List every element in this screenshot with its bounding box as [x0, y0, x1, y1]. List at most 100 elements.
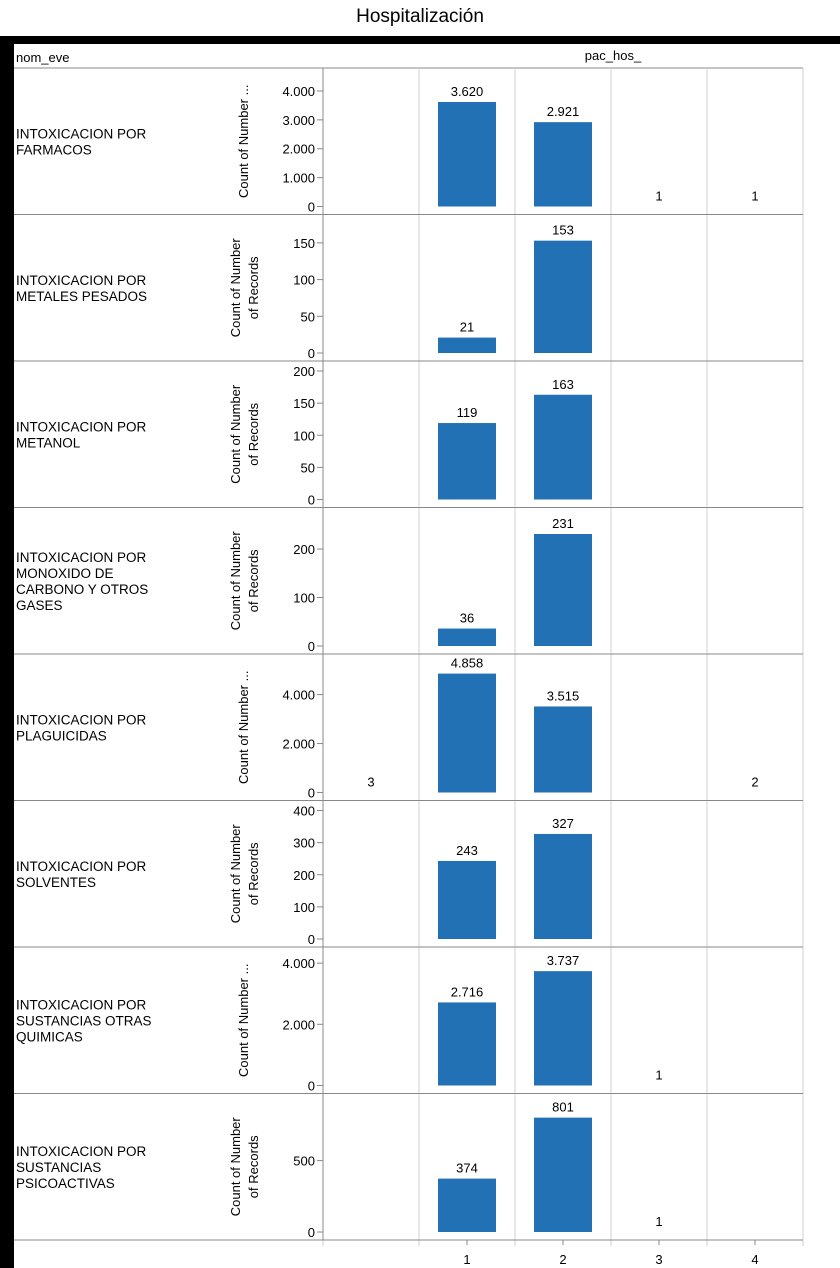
y-tick-label: 0 — [308, 1225, 315, 1240]
bar — [534, 240, 592, 353]
bar-value-label: 4.858 — [451, 656, 484, 671]
row-label-line: INTOXICACION POR — [16, 273, 147, 288]
y-tick-label: 2.000 — [282, 1017, 315, 1032]
row-label-line: INTOXICACION POR — [16, 859, 147, 874]
y-tick-label: 200 — [293, 542, 315, 557]
bar-value-label: 36 — [460, 611, 474, 626]
y-tick-label: 100 — [293, 900, 315, 915]
bar-value-label: 231 — [552, 516, 574, 531]
bar-value-label: 374 — [456, 1161, 478, 1176]
y-tick-label: 0 — [308, 786, 315, 801]
row-label-line: SUSTANCIAS OTRAS — [16, 1013, 152, 1028]
column-header-label: pac_hos_ — [585, 48, 642, 63]
y-tick-label: 0 — [308, 1079, 315, 1094]
y-tick-label: 0 — [308, 932, 315, 947]
y-tick-label: 100 — [293, 273, 315, 288]
row-label-line: MONOXIDO DE — [16, 566, 114, 581]
row-label-line: INTOXICACION POR — [16, 997, 147, 1012]
y-axis-label: Count of Number ... — [236, 671, 251, 784]
bar — [534, 706, 592, 793]
y-axis-label: of Records — [246, 1135, 261, 1198]
y-tick-label: 0 — [308, 639, 315, 654]
y-axis-label: Count of Number ... — [236, 85, 251, 198]
offscale-value-label: 3 — [367, 775, 374, 790]
y-tick-label: 4.000 — [282, 956, 315, 971]
y-tick-label: 2.000 — [282, 737, 315, 752]
bar — [438, 1002, 496, 1086]
x-tick-label: 1 — [463, 1252, 470, 1267]
bar — [438, 423, 496, 500]
y-tick-label: 4.000 — [282, 84, 315, 99]
frame-top-border — [6, 36, 840, 44]
bar-value-label: 2 — [751, 774, 758, 789]
y-axis-label: Count of Number ... — [236, 964, 251, 1077]
y-tick-label: 100 — [293, 428, 315, 443]
x-tick-label: 4 — [751, 1252, 758, 1267]
bar-value-label: 3.737 — [547, 953, 580, 968]
y-tick-label: 400 — [293, 804, 315, 819]
bar-value-label: 21 — [460, 320, 474, 335]
y-tick-label: 150 — [293, 396, 315, 411]
row-label-line: SOLVENTES — [16, 875, 96, 890]
bar — [438, 101, 496, 207]
y-tick-label: 0 — [308, 346, 315, 361]
y-tick-label: 100 — [293, 591, 315, 606]
y-axis-label: of Records — [246, 402, 261, 465]
bar-value-label: 243 — [456, 843, 478, 858]
y-tick-label: 3.000 — [282, 113, 315, 128]
x-tick-label: 3 — [655, 1252, 662, 1267]
row-label-line: INTOXICACION POR — [16, 126, 147, 141]
y-tick-label: 300 — [293, 836, 315, 851]
y-axis-label: Count of Number — [228, 238, 243, 338]
bar-value-label: 2.716 — [451, 984, 484, 999]
y-axis-label: Count of Number — [228, 384, 243, 484]
bar — [438, 628, 496, 646]
bar-value-label: 3.515 — [547, 688, 580, 703]
y-tick-label: 0 — [308, 200, 315, 215]
row-label-line: QUIMICAS — [16, 1029, 83, 1044]
bar-value-label: 801 — [552, 1100, 574, 1115]
row-label-line: FARMACOS — [16, 142, 92, 157]
y-axis-label: of Records — [246, 549, 261, 612]
frame-left-border — [0, 36, 14, 1268]
bar — [534, 971, 592, 1086]
row-label-line: METALES PESADOS — [16, 289, 147, 304]
bar — [438, 860, 496, 939]
y-axis-label: Count of Number — [228, 1117, 243, 1217]
bar-value-label: 1 — [655, 188, 662, 203]
bar-value-label: 1 — [751, 188, 758, 203]
y-tick-label: 200 — [293, 364, 315, 379]
bar — [534, 533, 592, 646]
y-tick-label: 150 — [293, 236, 315, 251]
bar-value-label: 153 — [552, 223, 574, 238]
row-label-line: METANOL — [16, 435, 81, 450]
row-label-line: GASES — [16, 598, 63, 613]
y-tick-label: 4.000 — [282, 688, 315, 703]
y-axis-label: of Records — [246, 256, 261, 319]
y-tick-label: 0 — [308, 493, 315, 508]
bar — [534, 122, 592, 207]
chart-title: Hospitalización — [356, 6, 484, 27]
bar — [534, 394, 592, 500]
y-tick-label: 50 — [301, 309, 315, 324]
bar — [438, 1178, 496, 1232]
row-label-line: INTOXICACION POR — [16, 1144, 147, 1159]
bar-value-label: 2.921 — [547, 104, 580, 119]
row-label-line: PSICOACTIVAS — [16, 1176, 115, 1191]
y-axis-label: of Records — [246, 842, 261, 905]
row-header-label: nom_eve — [16, 50, 69, 65]
row-label-line: INTOXICACION POR — [16, 419, 147, 434]
bar-value-label: 3.620 — [451, 84, 484, 99]
bar — [534, 1117, 592, 1232]
bar-value-label: 119 — [457, 405, 478, 420]
y-axis-label: Count of Number — [228, 824, 243, 924]
x-tick-label: 2 — [559, 1252, 566, 1267]
y-tick-label: 500 — [293, 1154, 315, 1169]
bar — [438, 337, 496, 353]
y-tick-label: 2.000 — [282, 142, 315, 157]
row-label-line: INTOXICACION POR — [16, 550, 147, 565]
bar-value-label: 163 — [552, 377, 574, 392]
bar-value-label: 1 — [655, 1067, 662, 1082]
y-tick-label: 200 — [293, 868, 315, 883]
